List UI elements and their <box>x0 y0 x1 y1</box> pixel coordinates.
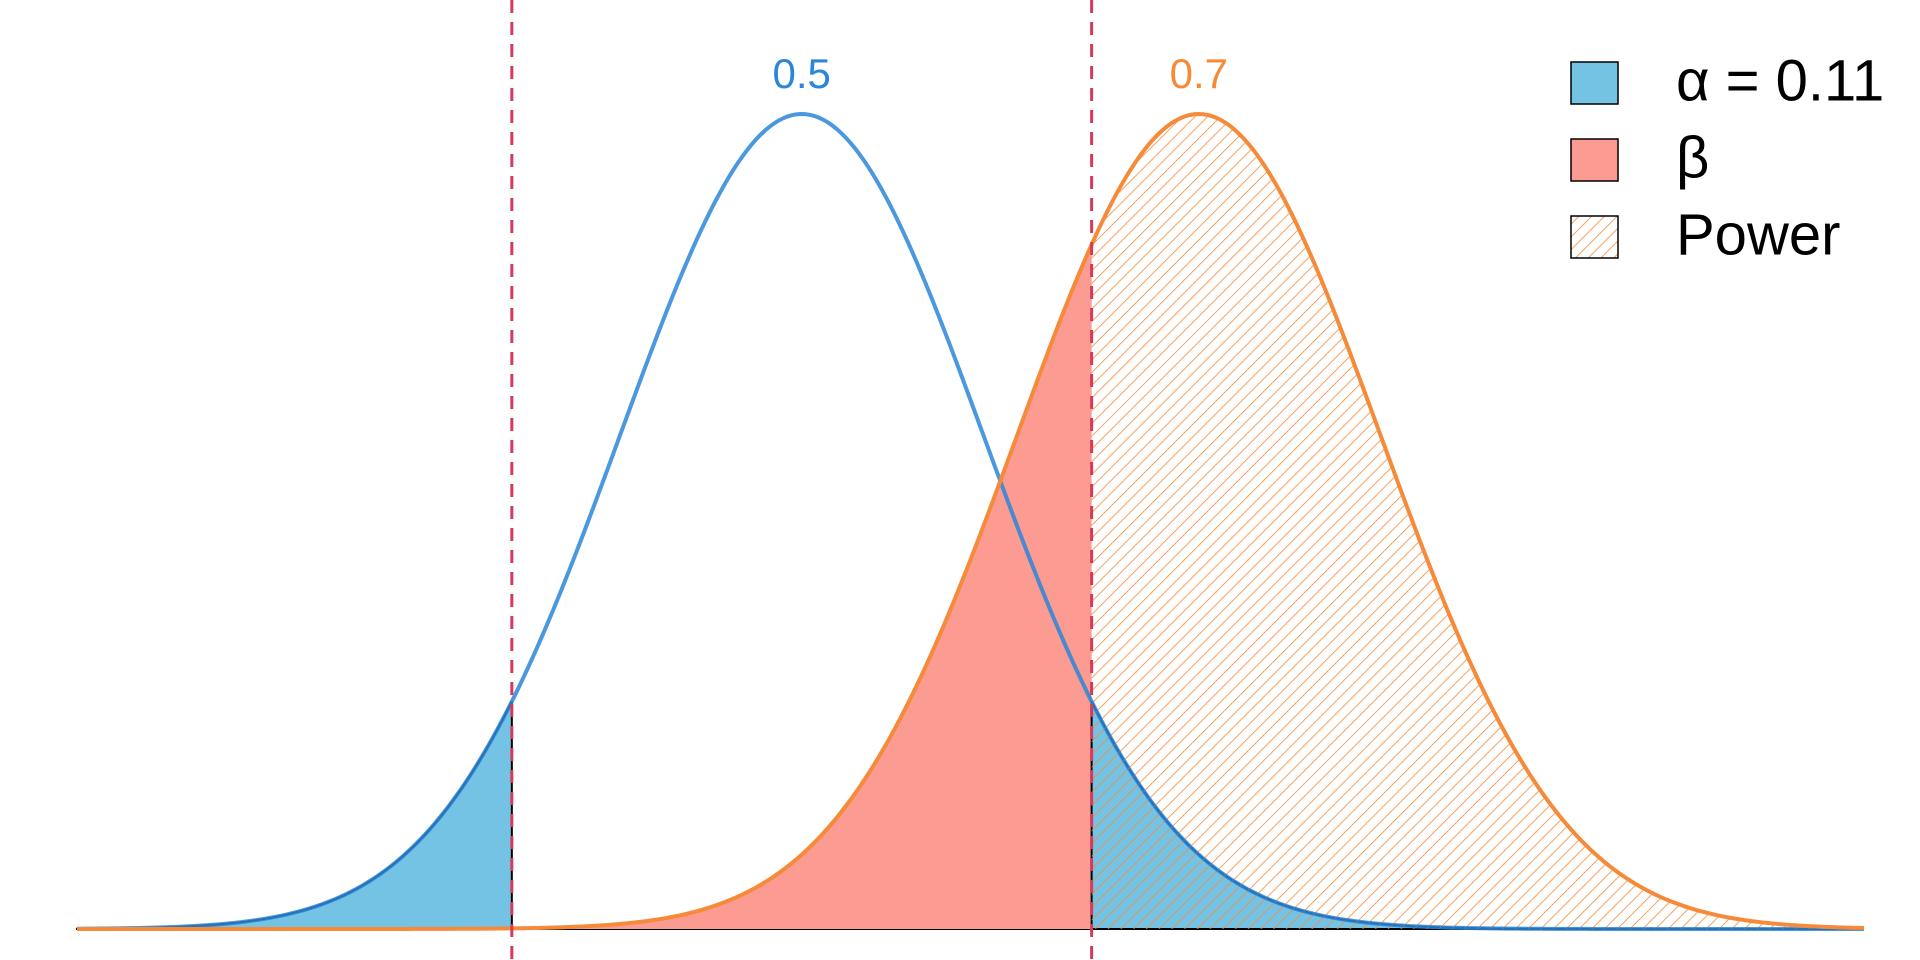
mean-label: 0.7 <box>1170 50 1228 97</box>
legend-label: Power <box>1676 202 1840 267</box>
alpha-area <box>76 701 513 930</box>
power-area <box>1091 114 1864 929</box>
legend-label: β <box>1676 125 1709 190</box>
density-curve <box>76 112 1864 931</box>
legend: α = 0.11 β Power <box>1570 48 1884 267</box>
legend-swatch <box>1570 61 1619 105</box>
legend-swatch <box>1570 138 1619 182</box>
plot-area: 0.5 0.7 <box>76 0 1865 960</box>
density-curve <box>77 111 1865 931</box>
legend-swatch <box>1570 215 1619 259</box>
legend-label: α = 0.11 <box>1676 48 1884 113</box>
mean-label: 0.5 <box>773 50 831 97</box>
beta-area <box>77 244 1092 929</box>
